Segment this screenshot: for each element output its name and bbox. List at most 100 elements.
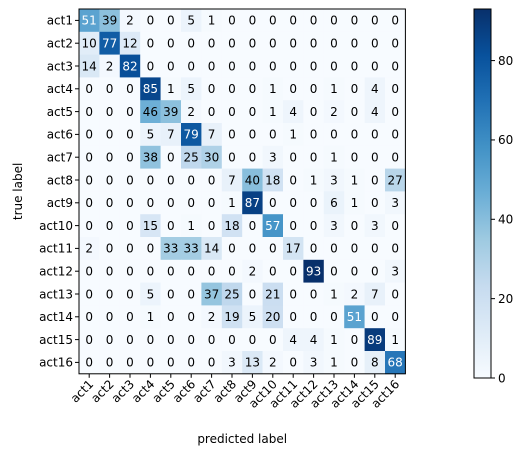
heatmap-cell [119, 9, 141, 33]
cell-value: 0 [126, 242, 134, 256]
cell-value: 0 [228, 333, 236, 347]
cell-value: 7 [228, 173, 236, 187]
cell-value: 0 [310, 310, 318, 324]
cell-value: 3 [269, 151, 277, 165]
cell-value: 0 [391, 219, 399, 233]
cell-value: 0 [351, 265, 359, 279]
heatmap-cell [385, 168, 406, 192]
cell-value: 0 [126, 105, 134, 119]
heatmap-cell [119, 282, 141, 306]
cell-value: 0 [310, 287, 318, 301]
cell-value: 85 [143, 82, 158, 96]
heatmap-cell [181, 351, 202, 375]
heatmap-cell [201, 305, 223, 329]
cell-value: 0 [269, 265, 277, 279]
heatmap-cell [385, 328, 406, 352]
heatmap-cell [221, 351, 243, 375]
cell-value: 0 [228, 242, 236, 256]
heatmap-cell [364, 100, 386, 124]
heatmap-cell [344, 351, 365, 375]
heatmap-cell [221, 168, 243, 192]
heatmap-cell [385, 31, 406, 55]
cell-value: 0 [391, 128, 399, 142]
cell-value: 0 [249, 219, 257, 233]
heatmap-cell [160, 259, 182, 283]
cell-value: 0 [106, 333, 114, 347]
heatmap-cell [140, 214, 161, 238]
heatmap-cell [364, 214, 386, 238]
heatmap-cell [385, 237, 406, 261]
heatmap-cell [385, 77, 406, 101]
heatmap-cell [181, 54, 202, 78]
heatmap-cell [99, 123, 121, 147]
heatmap-cell [385, 305, 406, 329]
cell-value: 0 [289, 82, 297, 96]
cell-value: 0 [228, 37, 236, 51]
heatmap-cell [221, 237, 243, 261]
heatmap-cell [242, 9, 263, 33]
cell-value: 3 [228, 356, 236, 370]
heatmap-cell [160, 168, 182, 192]
cell-value: 2 [351, 287, 359, 301]
x-axis-ticks: act1act2act3act4act5act6act7act8act9act1… [68, 373, 402, 411]
cell-value: 0 [126, 356, 134, 370]
heatmap-cell [323, 9, 345, 33]
heatmap-cell [303, 237, 325, 261]
cell-value: 57 [265, 219, 280, 233]
heatmap-cell [344, 259, 365, 283]
heatmap-cell [99, 351, 121, 375]
cell-value: 0 [85, 128, 93, 142]
cell-value: 79 [184, 128, 199, 142]
cell-value: 0 [126, 219, 134, 233]
cell-value: 5 [249, 310, 257, 324]
cell-value: 0 [371, 310, 379, 324]
cell-value: 0 [371, 37, 379, 51]
heatmap-cell [119, 145, 141, 169]
cell-value: 87 [245, 196, 260, 210]
heatmap-cell [344, 328, 365, 352]
y-axis-ticks: act1 act2 act3 act4 act5 act6 act7 act8 act9 act1… [39, 14, 79, 370]
heatmap-cell [160, 191, 182, 215]
heatmap-cell [140, 54, 161, 78]
heatmap-cell [262, 328, 284, 352]
cell-value: 0 [126, 151, 134, 165]
cell-value: 0 [85, 151, 93, 165]
heatmap-cell [385, 191, 406, 215]
cell-value: 3 [330, 219, 338, 233]
cell-value: 0 [351, 59, 359, 73]
cell-value: 3 [371, 219, 379, 233]
heatmap-cell [99, 282, 121, 306]
cell-value: 1 [330, 356, 338, 370]
heatmap-cell [79, 123, 100, 147]
cell-value: 0 [289, 37, 297, 51]
cell-value: 0 [351, 37, 359, 51]
heatmap-cell [160, 328, 182, 352]
heatmap-cell [181, 214, 202, 238]
cell-value: 0 [228, 14, 236, 28]
heatmap-cell [303, 54, 325, 78]
cell-value: 0 [249, 242, 257, 256]
cell-value: 0 [269, 333, 277, 347]
cell-value: 0 [85, 173, 93, 187]
y-tick-label: act13 [39, 287, 73, 301]
plot-frame [78, 8, 406, 375]
cell-value: 0 [228, 105, 236, 119]
cell-value: 0 [126, 310, 134, 324]
cell-value: 0 [167, 287, 175, 301]
heatmap-cell [201, 54, 223, 78]
cell-value: 1 [228, 196, 236, 210]
cell-value: 3 [330, 173, 338, 187]
cell-value: 40 [245, 173, 260, 187]
heatmap-cell [140, 31, 161, 55]
heatmap-cell [303, 31, 325, 55]
heatmap-cell [79, 168, 100, 192]
heatmap-cell [181, 328, 202, 352]
cell-value: 0 [167, 333, 175, 347]
cell-value: 1 [330, 151, 338, 165]
heatmap-cell [119, 191, 141, 215]
cell-value: 0 [106, 128, 114, 142]
cell-value: 0 [330, 14, 338, 28]
heatmap-cell [160, 145, 182, 169]
cell-value: 0 [167, 356, 175, 370]
cell-value: 0 [167, 37, 175, 51]
